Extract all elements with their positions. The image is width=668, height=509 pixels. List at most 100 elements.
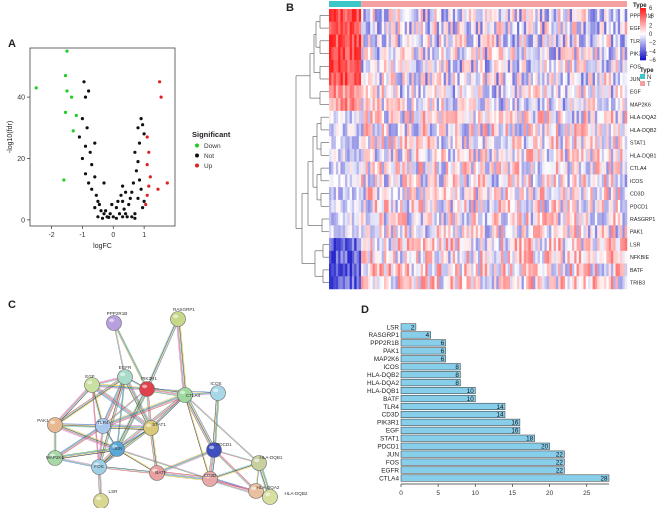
heatmap-cell (409, 34, 412, 48)
heatmap-cell (342, 161, 346, 175)
heatmap-cell (466, 161, 470, 175)
heatmap-cell (441, 263, 444, 277)
heatmap-cell (388, 98, 392, 112)
point-not (114, 206, 118, 210)
heatmap-cell (588, 9, 591, 22)
heatmap-cell (466, 276, 470, 290)
heatmap-cell (567, 225, 570, 239)
heatmap-cell (523, 110, 527, 124)
heatmap-cell (335, 276, 339, 290)
heatmap-cell (351, 47, 355, 61)
heatmap-cell (544, 98, 548, 112)
heatmap-cell (500, 9, 504, 22)
heatmap-cell (331, 250, 334, 264)
heatmap-cell (475, 263, 479, 277)
gene-label: MAP2K6 (630, 102, 651, 108)
heatmap-cell (418, 161, 421, 175)
heatmap-cell (356, 225, 360, 239)
heatmap-cell (422, 123, 426, 137)
heatmap-cell (342, 72, 346, 86)
heatmap-cell (418, 123, 421, 137)
heatmap-cell (388, 225, 392, 239)
heatmap-cell (397, 123, 401, 137)
heatmap-cell (402, 123, 405, 137)
heatmap-cell (620, 263, 623, 277)
bar-egf (400, 426, 521, 434)
heatmap-cell (546, 98, 550, 112)
heatmap-cell (377, 34, 380, 48)
heatmap-cell (381, 276, 385, 290)
heatmap-cell (372, 34, 376, 48)
heatmap-cell (422, 263, 426, 277)
heatmap-cell (519, 225, 522, 239)
heatmap-cell (480, 47, 483, 61)
heatmap-cell (338, 212, 341, 226)
heatmap-cell (338, 47, 341, 61)
heatmap-cell (377, 225, 380, 239)
heatmap-cell (594, 123, 598, 137)
heatmap-cell (505, 59, 509, 73)
heatmap-cell (489, 9, 492, 22)
bar-value-label: 16 (511, 420, 519, 427)
heatmap-cell (620, 34, 623, 48)
heatmap-cell (585, 72, 589, 86)
heatmap-cell (539, 161, 543, 175)
heatmap-cell (521, 149, 525, 162)
heatmap-cell (555, 123, 559, 137)
heatmap-cell (523, 149, 527, 162)
heatmap-cell (599, 212, 603, 226)
heatmap-cell (468, 238, 472, 252)
heatmap-cell (588, 136, 591, 150)
heatmap-cell (480, 136, 483, 150)
heatmap-cell (597, 238, 600, 252)
heatmap-cell (413, 85, 417, 99)
heatmap-cell (489, 199, 492, 213)
heatmap-cell (590, 85, 593, 99)
color-scale-step (640, 8, 646, 10)
heatmap-cell (510, 72, 513, 86)
heatmap-cell (441, 225, 444, 239)
heatmap-cell (597, 136, 600, 150)
heatmap-cell (358, 263, 362, 277)
heatmap-cell (390, 187, 394, 201)
heatmap-cell (340, 161, 343, 175)
heatmap-cell (388, 136, 392, 150)
heatmap-cell (620, 225, 623, 239)
heatmap-cell (443, 110, 447, 124)
heatmap-cell (363, 174, 366, 188)
heatmap-cell (555, 72, 559, 86)
heatmap-cell (432, 149, 435, 162)
category-label: PDCD1 (377, 444, 399, 451)
heatmap-cell (338, 225, 341, 239)
heatmap-cell (434, 174, 437, 188)
heatmap-cell (535, 21, 538, 35)
heatmap-cell (448, 9, 451, 22)
heatmap-cell (377, 9, 380, 22)
heatmap-cell (537, 21, 541, 35)
heatmap-cell (429, 276, 433, 290)
heatmap-cell (358, 225, 362, 239)
heatmap-cell (523, 72, 527, 86)
heatmap-cell (505, 47, 509, 61)
legend-marker-not (195, 153, 199, 158)
heatmap-cell (546, 225, 550, 239)
heatmap-cell (361, 263, 364, 277)
edge-line (184, 395, 259, 464)
heatmap-cell (429, 21, 433, 35)
point-up (145, 135, 149, 139)
heatmap-cell (571, 136, 575, 150)
heatmap-cell (370, 72, 373, 86)
heatmap-cell (473, 263, 476, 277)
heatmap-cell (585, 98, 589, 112)
heatmap-cell (420, 123, 424, 137)
heatmap-cell (574, 98, 577, 112)
heatmap-cell (358, 161, 362, 175)
heatmap-cell (526, 59, 529, 73)
point-not (96, 215, 100, 219)
heatmap-cell (381, 212, 385, 226)
point-not (134, 169, 138, 173)
heatmap-cell (574, 123, 577, 137)
heatmap-cell (466, 225, 470, 239)
network-edge (175, 318, 188, 396)
heatmap-cell (340, 263, 343, 277)
